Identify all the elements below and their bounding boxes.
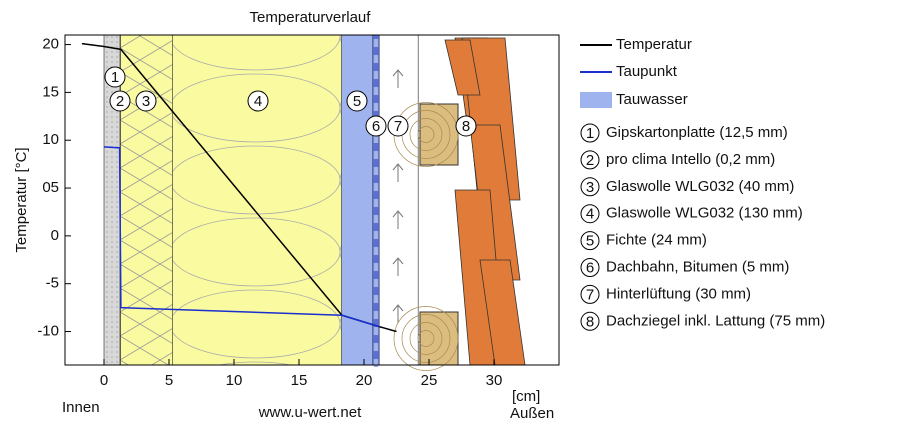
membrane-dash <box>374 199 379 207</box>
membrane-dash <box>374 327 379 335</box>
layer <box>379 35 418 365</box>
layer-marker-label: 3 <box>142 93 150 110</box>
layer-list-name: Hinterlüftung (30 mm) <box>606 285 751 302</box>
outside-label: Außen <box>510 405 554 422</box>
legend-swatch <box>580 92 612 108</box>
inside-label: Innen <box>62 399 100 416</box>
layer-list-number: 8 <box>586 313 594 330</box>
membrane-dash <box>374 87 379 95</box>
membrane-dash <box>374 71 379 79</box>
layer-list-number: 6 <box>586 259 594 276</box>
layer-marker-label: 5 <box>353 93 361 110</box>
layer-marker-label: 2 <box>116 93 124 110</box>
layer-list-name: Gipskartonplatte (12,5 mm) <box>606 124 788 141</box>
layer-list-number: 5 <box>586 233 594 250</box>
membrane-dash <box>374 343 379 351</box>
membrane-dash <box>374 295 379 303</box>
layer-list-name: Dachziegel inkl. Lattung (75 mm) <box>606 312 825 329</box>
layer-list-name: Glaswolle WLG032 (130 mm) <box>606 205 803 222</box>
layer <box>342 35 373 365</box>
x-tick-label: 25 <box>421 372 438 389</box>
legend-label: Temperatur <box>616 36 692 53</box>
x-tick-label: 20 <box>356 372 373 389</box>
y-tick-label: -5 <box>46 275 59 292</box>
membrane-dash <box>374 215 379 223</box>
layer-list-number: 2 <box>586 152 594 169</box>
layer-pattern <box>173 35 342 365</box>
layer-pattern <box>121 35 173 365</box>
layer-marker-label: 8 <box>462 118 470 135</box>
y-tick-label: 10 <box>42 131 59 148</box>
y-tick-label: 05 <box>42 179 59 196</box>
membrane-dash <box>374 183 379 191</box>
layer-marker-label: 7 <box>394 118 402 135</box>
membrane-dash <box>374 311 379 319</box>
y-tick-label: 0 <box>51 227 59 244</box>
y-tick-label: 20 <box>42 36 59 53</box>
layer-marker-label: 4 <box>254 93 262 110</box>
x-tick-label: 30 <box>486 372 503 389</box>
y-axis-label: Temperatur [°C] <box>13 147 30 252</box>
membrane-dash <box>374 247 379 255</box>
y-tick-label: 15 <box>42 83 59 100</box>
membrane-dash <box>374 39 379 47</box>
layer-list-number: 7 <box>586 286 594 303</box>
source-label: www.u-wert.net <box>258 404 362 421</box>
x-unit-label: [cm] <box>512 388 540 405</box>
layer-list-number: 3 <box>586 179 594 196</box>
layer-list-number: 4 <box>586 206 594 223</box>
legend-label: Tauwasser <box>616 91 688 108</box>
membrane-dash <box>374 167 379 175</box>
x-tick-label: 0 <box>100 372 108 389</box>
chart-title: Temperaturverlauf <box>250 9 372 26</box>
legend-label: Taupunkt <box>616 63 678 80</box>
x-tick-label: 10 <box>226 372 243 389</box>
layer-list-name: Fichte (24 mm) <box>606 232 707 249</box>
membrane-dash <box>374 263 379 271</box>
membrane-dash <box>374 151 379 159</box>
membrane-dash <box>374 55 379 63</box>
layer-marker-label: 1 <box>111 69 119 86</box>
batten <box>420 104 458 165</box>
layer-list-name: Dachbahn, Bitumen (5 mm) <box>606 258 789 275</box>
layer-list-number: 1 <box>586 125 594 142</box>
y-tick-label: -10 <box>37 322 59 339</box>
chart: Temperaturverlauf Temperatur [°C] Innen … <box>0 0 898 423</box>
membrane-dash <box>374 103 379 111</box>
membrane-dash <box>374 279 379 287</box>
layer-list-name: pro clima Intello (0,2 mm) <box>606 151 775 168</box>
x-tick-label: 15 <box>291 372 308 389</box>
membrane-dash <box>374 231 379 239</box>
x-tick-label: 5 <box>165 372 173 389</box>
layer-list-name: Glaswolle WLG032 (40 mm) <box>606 178 794 195</box>
layer-marker-label: 6 <box>372 118 380 135</box>
plot-area: 1 2 3 4 567 8 <box>65 35 559 371</box>
membrane-dash <box>374 359 379 367</box>
